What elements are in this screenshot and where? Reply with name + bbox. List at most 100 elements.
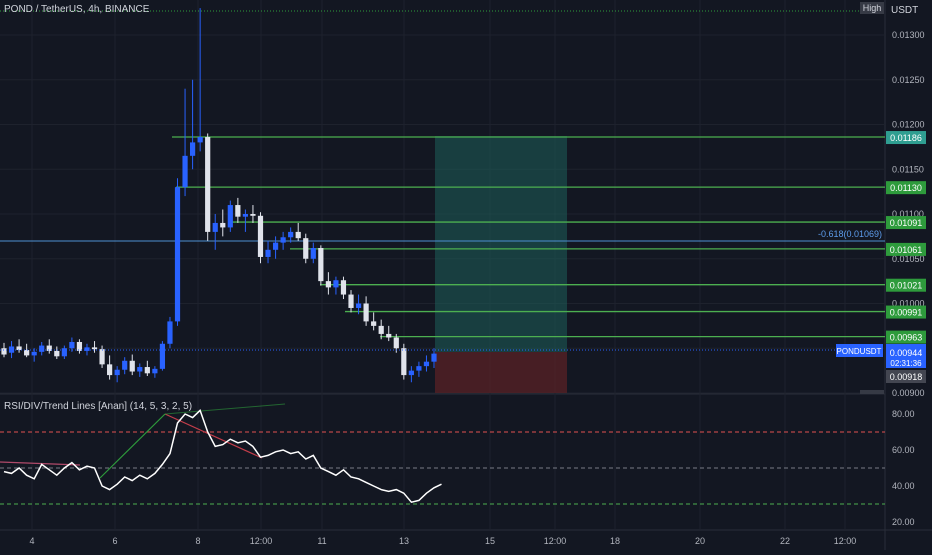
time-axis[interactable]: 4 6 8 12:00 11 13 15 12:00 18 20 22 12:00 [29, 536, 856, 546]
time-tick-label: 15 [485, 536, 495, 546]
symbol-tag [836, 344, 883, 357]
currency-label: USDT [891, 5, 919, 16]
price-tick-label: 0.01100 [892, 209, 924, 219]
level-price-tag [886, 181, 926, 195]
level-price-value: 0.01130 [890, 183, 922, 193]
rsi-tick-label: 60.00 [892, 445, 915, 455]
candle-body-down [363, 303, 369, 322]
level-price-value: 0.01186 [890, 133, 922, 143]
time-tick-label: 18 [610, 536, 620, 546]
rsi-tick-label: 20.00 [892, 517, 915, 527]
candle-body-down [340, 280, 347, 295]
level-price-tag [886, 278, 926, 292]
time-tick-label: 12:00 [250, 536, 273, 546]
candle-body-up [227, 205, 233, 228]
candle-body-up [423, 361, 430, 367]
price-tick-label: 0.01300 [892, 30, 925, 40]
low-tag [860, 390, 884, 394]
candle-body-up [310, 248, 316, 259]
candle-body-down [129, 360, 135, 372]
candle-body-down [54, 350, 60, 357]
candle-body-up [39, 345, 45, 352]
candle-body-down [386, 333, 392, 338]
candle-body-down [318, 248, 324, 282]
candle-body-down [371, 321, 377, 326]
price-tick-label: 0.01050 [892, 254, 925, 264]
candle-body-down [325, 281, 331, 288]
candle-body-down [250, 214, 256, 216]
candle-body-down [205, 137, 211, 232]
high-tag [860, 2, 884, 14]
high-tag-label: High [863, 3, 882, 13]
stop-price-tag [886, 370, 926, 383]
time-tick-label: 22 [780, 536, 790, 546]
candle-body-up [182, 155, 188, 188]
candle-body-down [303, 238, 309, 259]
long-position-target-box[interactable] [435, 136, 567, 352]
candle-body-up [159, 343, 166, 369]
candle-body-down [46, 345, 52, 351]
candle-body-down [348, 294, 354, 308]
rsi-trend-line [164, 403, 286, 415]
price-tick-label: 0.00900 [892, 388, 925, 398]
time-tick-label: 8 [195, 536, 200, 546]
price-tick-label: 0.01150 [892, 164, 924, 174]
candle-body-up [431, 353, 437, 362]
candle-body-down [76, 341, 83, 351]
current-price-value: 0.00944 [890, 348, 923, 358]
candle-body-up [408, 370, 414, 376]
time-tick-label: 12:00 [834, 536, 857, 546]
candle-body-up [174, 187, 181, 322]
rsi-trend-line [0, 461, 81, 466]
rsi-tick-label: 40.00 [892, 481, 915, 491]
symbol-tag-label: PONDUSDT [837, 347, 882, 356]
candle-body-down [295, 231, 301, 239]
horizontal-levels[interactable] [172, 136, 885, 338]
level-price-tag [886, 330, 926, 344]
candle-body-down [257, 215, 264, 257]
candle-body-up [167, 321, 173, 344]
candle-body-up [69, 341, 75, 349]
candle-body-up [242, 214, 249, 217]
candle-body-up [61, 348, 67, 357]
candle-body-up [152, 368, 158, 374]
rsi-tick-label: 80.00 [892, 409, 915, 419]
candle-body-down [107, 364, 113, 376]
level-price-tag [886, 216, 926, 230]
candle-countdown: 02:31:36 [890, 359, 922, 368]
current-price-tag [886, 344, 926, 368]
candle-body-down [99, 349, 105, 365]
candle-body-down [378, 325, 384, 334]
candle-body-down [144, 367, 150, 374]
level-tags: 0.01186 0.01130 0.01091 0.01061 0.01021 0.009… [886, 131, 926, 344]
level-price-tag [886, 242, 926, 256]
price-tick-label: 0.01250 [892, 75, 925, 85]
time-tick-label: 13 [399, 536, 409, 546]
candle-body-up [288, 231, 294, 238]
time-tick-label: 6 [112, 536, 117, 546]
price-tick-label: 0.01000 [892, 299, 925, 309]
candle-body-up [272, 242, 279, 250]
rsi-axis[interactable]: 80.00 60.00 40.00 20.00 [892, 409, 915, 527]
fib-extension-label: -0.618(0.01069) [818, 229, 883, 239]
level-price-value: 0.01021 [890, 281, 923, 291]
candle-body-up [137, 367, 143, 372]
candle-body-up [280, 237, 286, 243]
level-price-value: 0.01091 [890, 218, 923, 228]
candle-body-down [1, 348, 7, 355]
candle-body-down [235, 205, 241, 217]
candle-body-up [122, 360, 128, 370]
time-tick-label: 4 [29, 536, 34, 546]
candle-body-up [333, 280, 339, 288]
candle-body-up [8, 346, 15, 353]
indicator-title[interactable]: RSI/DIV/Trend Lines [Anan] (14, 5, 3, 2,… [4, 401, 193, 412]
long-position-stop-box[interactable] [435, 352, 567, 393]
candle-body-up [114, 369, 120, 376]
candle-body-up [416, 366, 422, 371]
candle-body-down [24, 350, 30, 356]
symbol-title[interactable]: POND / TetherUS, 4h, BINANCE [4, 4, 150, 15]
grid [0, 0, 885, 530]
candle-body-down [401, 348, 407, 376]
